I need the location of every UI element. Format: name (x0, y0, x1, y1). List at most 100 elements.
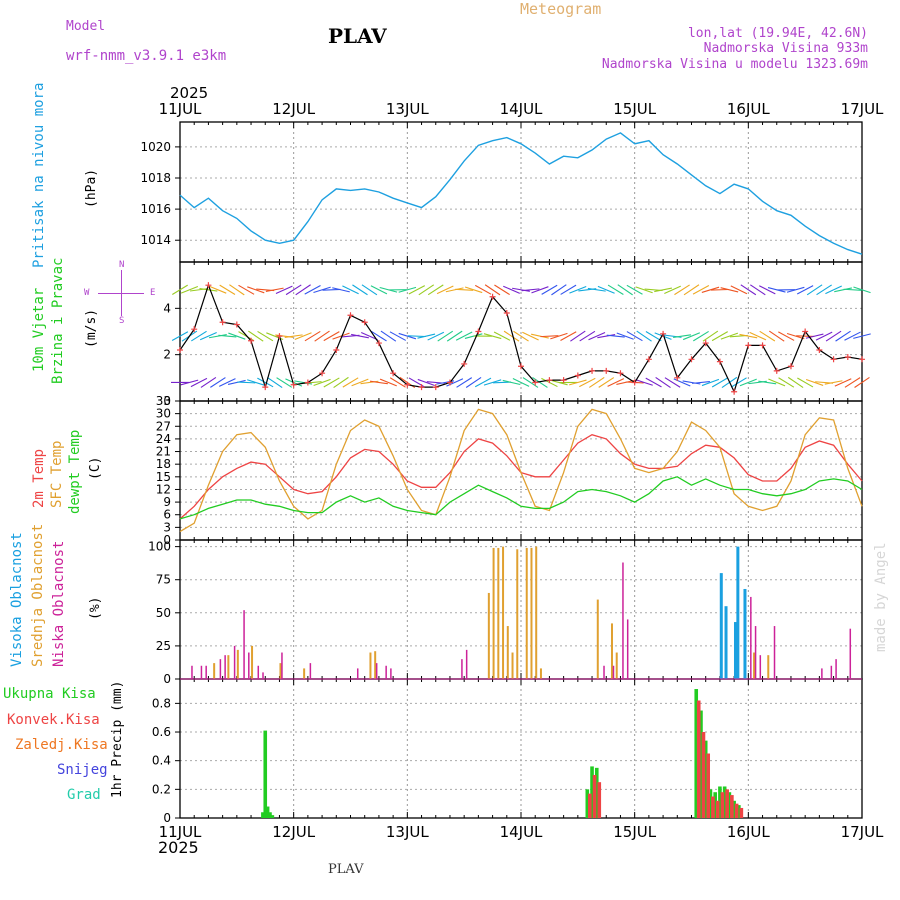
cloud-low-bar (219, 659, 222, 679)
wind-direction-arrow (531, 286, 549, 294)
y-tick-label: 0.8 (152, 696, 171, 710)
sfc-temp-line (179, 408, 863, 533)
cloud-high-bar (743, 588, 747, 679)
wind-direction-arrow (682, 380, 701, 385)
wind-direction-arrow (503, 285, 521, 294)
wind-direction-arrow (551, 284, 567, 296)
wind-direction-arrow (550, 379, 568, 386)
wind-direction-arrow (284, 334, 303, 338)
cloud-low-bar (257, 665, 260, 679)
wind-direction-arrow (465, 376, 482, 388)
wind-direction-arrow (483, 333, 502, 340)
wind-direction-arrow (701, 378, 720, 387)
wind-gust-marker (304, 379, 311, 386)
y-tick-label: 2 (163, 348, 171, 362)
wind-direction-arrow (767, 287, 786, 293)
model-label: Model (66, 19, 106, 34)
wind-direction-arrow (843, 288, 862, 291)
wind-direction-arrow (512, 378, 530, 387)
wind-gust-marker (688, 356, 695, 363)
precip-total-bar (270, 815, 275, 818)
wind-gust-marker (262, 384, 269, 391)
wind-direction-arrow (598, 377, 615, 388)
wind-gust-marker (816, 347, 823, 354)
wind-direction-arrow (664, 285, 681, 295)
wind-direction-arrow (786, 332, 805, 340)
cloud-low-bar (461, 659, 463, 679)
cloud-mid-bar (506, 626, 509, 679)
wind-direction-arrow (238, 284, 255, 295)
wind-direction-arrow (464, 333, 483, 339)
wind-direction-arrow (379, 286, 398, 293)
precip-conv-bar (706, 753, 711, 818)
cloud-mid-bar (525, 547, 528, 679)
wind-direction-arrow (636, 330, 652, 342)
cloud-mid-bar (369, 652, 372, 679)
wind-gust-marker (787, 363, 794, 370)
y-tick-label: 0.2 (152, 782, 171, 796)
x-day-label-bottom: 13JUL (386, 823, 429, 841)
cloud-low-bar (750, 596, 752, 679)
cloud-low-bar (612, 665, 615, 679)
wind-direction-arrow (768, 330, 785, 342)
wind-gust-marker (830, 356, 837, 363)
cloud-low-bar (465, 649, 468, 679)
precip-total-bar (713, 792, 717, 818)
wind-direction-arrow (417, 333, 436, 339)
legend-total: Ukupna Kisa (3, 686, 96, 702)
cloud-low-bar (759, 655, 762, 679)
wind-direction-arrow (597, 334, 616, 339)
wind-direction-arrow (711, 377, 728, 388)
wind-direction-arrow (172, 284, 188, 295)
y-tick-label: 33 (156, 394, 171, 408)
precip-conv-bar (597, 782, 602, 818)
wind-direction-arrow (361, 284, 378, 296)
wind-gust-marker (319, 370, 326, 377)
wind-direction-arrow (522, 331, 539, 341)
wind-gust-marker (290, 381, 297, 388)
wind-direction-arrow (541, 284, 558, 295)
y-tick-label: 18 (156, 457, 171, 471)
wind-gust-marker (716, 358, 723, 365)
cloud-mid-bar (227, 655, 230, 679)
wind-direction-arrow (210, 377, 226, 388)
wind-direction-arrow (521, 288, 540, 292)
wind-direction-arrow (587, 287, 606, 292)
wind-direction-arrow (494, 284, 510, 296)
wind-direction-arrow (417, 378, 435, 387)
wind-direction-arrow (227, 379, 246, 385)
wind-direction-arrow (635, 286, 653, 294)
cloud-mid-bar (610, 623, 613, 679)
precip-total-bar (718, 786, 722, 818)
precip-total-bar (737, 805, 741, 818)
wind-direction-arrow (191, 330, 207, 342)
precip-conv-bar (588, 793, 592, 818)
wind-direction-arrow (796, 335, 815, 337)
cloud-mid-bar (615, 652, 618, 679)
y-tick-label: 15 (156, 470, 171, 484)
y-tick-label: 1016 (140, 202, 171, 216)
wind-direction-arrow (456, 377, 473, 388)
y-tick-label: 0 (163, 533, 171, 547)
wind-direction-arrow (513, 330, 529, 342)
wind-direction-arrow (759, 330, 776, 342)
compass-rose: N W E S (84, 260, 160, 326)
wind-direction-arrow (266, 376, 283, 388)
wind-direction-arrow (474, 377, 492, 388)
wind-direction-arrow (446, 378, 464, 387)
wind-direction-arrow (502, 379, 521, 386)
cloud-low-bar (224, 655, 226, 679)
wind-direction-arrow (474, 284, 492, 295)
wind-direction-arrow (323, 331, 340, 342)
wind-direction-arrow (313, 286, 331, 293)
wind-direction-arrow (398, 332, 417, 340)
wind-direction-arrow (730, 377, 747, 388)
wind-direction-arrow (219, 284, 236, 295)
compass-s: S (119, 316, 125, 326)
x-day-label-top: 15JUL (613, 100, 656, 118)
y-tick-label: 3 (163, 520, 171, 534)
wind-gust-marker (418, 384, 425, 391)
wind-direction-arrow (257, 377, 274, 388)
wind-direction-arrow (854, 376, 870, 388)
